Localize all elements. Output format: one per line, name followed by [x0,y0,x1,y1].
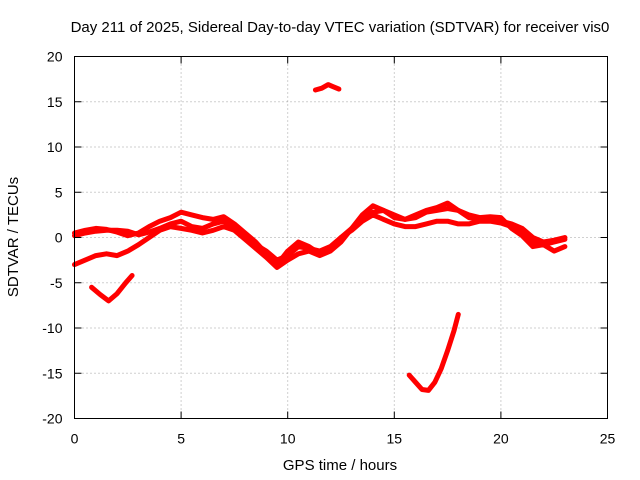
y-tick-label: 20 [47,49,63,65]
y-tick-label: 5 [55,184,63,200]
y-axis-label: SDTVAR / TECUs [5,177,22,297]
y-tick-label: -20 [42,411,62,427]
series-track-4 [89,273,135,304]
grid [74,56,608,419]
x-tick-label: 5 [177,431,185,447]
y-tick-labels: -20 -15 -10 -5 0 5 10 15 20 [42,49,62,427]
x-tick-label: 25 [600,431,616,447]
series-layer [72,82,568,393]
x-tick-label: 0 [71,431,79,447]
y-tick-label: -10 [42,320,62,336]
axis-ticks [74,56,608,419]
series-track-5 [312,82,342,93]
x-axis-label: GPS time / hours [283,457,397,474]
series-track-6 [406,311,461,393]
series-track-3 [72,200,568,270]
y-tick-label: 15 [47,94,63,110]
y-tick-label: 10 [47,139,63,155]
x-tick-label: 10 [280,431,296,447]
x-tick-labels: 0 5 10 15 20 25 [71,431,616,447]
y-tick-label: -5 [50,275,63,291]
y-tick-label: -15 [42,365,62,381]
series-track-2 [72,212,568,263]
y-tick-label: 0 [55,230,63,246]
x-tick-label: 20 [493,431,509,447]
x-tick-label: 15 [387,431,403,447]
chart-title: Day 211 of 2025, Sidereal Day-to-day VTE… [71,19,610,36]
